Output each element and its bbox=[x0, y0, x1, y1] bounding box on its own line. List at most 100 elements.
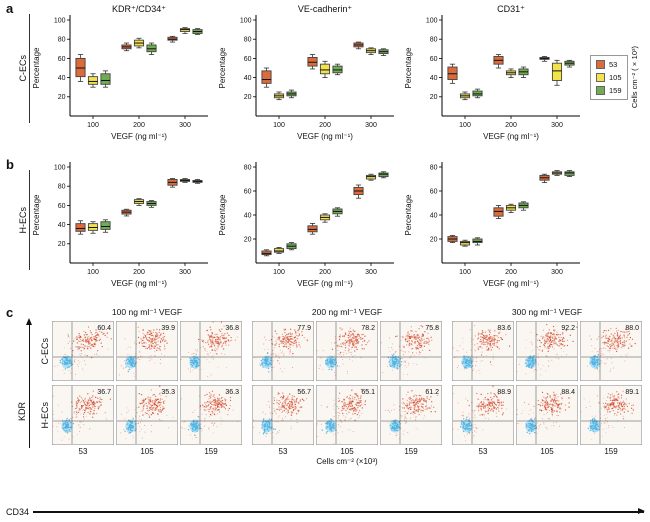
flow-scatter-plot: 35.3 bbox=[116, 385, 179, 446]
svg-text:100: 100 bbox=[87, 269, 99, 276]
svg-text:200: 200 bbox=[319, 269, 331, 276]
flow-scatter-svg: 65.1 bbox=[316, 385, 379, 446]
svg-text:200: 200 bbox=[505, 269, 517, 276]
svg-text:40: 40 bbox=[244, 75, 252, 82]
flow-tick: 53 bbox=[78, 447, 88, 456]
legend-item-159: 159 bbox=[596, 85, 622, 95]
flow-scatter-svg: 88.0 bbox=[580, 321, 643, 382]
flow-scatter-plot: 65.1 bbox=[316, 385, 379, 446]
flow-scatter-plot: 36.3 bbox=[180, 385, 243, 446]
svg-text:35.3: 35.3 bbox=[161, 389, 175, 396]
flow-row-label-hecs: H-ECs bbox=[40, 401, 50, 429]
legend-title: Cells cm⁻² (×10³) bbox=[629, 46, 639, 109]
flow-scatter-svg: 36.8 bbox=[180, 321, 243, 382]
box-chart-svg: KDR⁺/CD34⁺ 20 40 60 80 100 Percentage 100 200 300… bbox=[32, 4, 208, 141]
svg-text:200: 200 bbox=[133, 269, 145, 276]
svg-text:300: 300 bbox=[179, 122, 191, 129]
flow-scatter-svg: 36.7 bbox=[52, 385, 115, 446]
legend-swatch-105 bbox=[596, 72, 605, 82]
svg-text:300: 300 bbox=[179, 269, 191, 276]
flow-tick: 105 bbox=[340, 447, 354, 456]
flow-scatter-plot: 83.6 bbox=[452, 321, 515, 382]
svg-text:88.9: 88.9 bbox=[497, 389, 511, 396]
flow-scatter-svg: 36.3 bbox=[180, 385, 243, 446]
flow-scatter-svg: 77.9 bbox=[252, 321, 315, 382]
flow-ticks: 53 105 159 53 105 159 53 105 159 bbox=[52, 447, 642, 456]
svg-text:300: 300 bbox=[365, 269, 377, 276]
svg-text:300: 300 bbox=[365, 122, 377, 129]
svg-text:60: 60 bbox=[430, 56, 438, 63]
svg-text:VEGF (ng ml⁻¹): VEGF (ng ml⁻¹) bbox=[297, 279, 353, 288]
flow-scatter-svg: 60.4 bbox=[52, 321, 115, 382]
svg-text:200: 200 bbox=[505, 122, 517, 129]
legend-label-159: 159 bbox=[609, 85, 622, 95]
flow-scatter-plot: 88.0 bbox=[580, 321, 643, 382]
box-chart-svg: VE-cadherin⁺ 20 40 60 80 100 Percentage 100 200 3… bbox=[218, 4, 394, 141]
panel-b: b H-ECs 20 40 60 80 100 Percentage 100 200 300 VE… bbox=[0, 158, 588, 300]
flow-plots-hecs: 36.7 35.3 36.3 56.7 65.1 61.2 88.9 88.4 89.1 bbox=[52, 385, 643, 446]
boxplot-kdr-cd34-hecs: 20 40 60 80 100 Percentage 100 200 300 VEGF (ng m… bbox=[30, 158, 216, 300]
svg-text:100: 100 bbox=[87, 122, 99, 129]
svg-text:100: 100 bbox=[459, 122, 471, 129]
svg-text:VEGF (ng ml⁻¹): VEGF (ng ml⁻¹) bbox=[111, 279, 167, 288]
svg-text:78.2: 78.2 bbox=[361, 325, 375, 332]
box-chart-svg: 20 40 60 80 Percentage 100 200 300 VEGF (ng ml⁻¹… bbox=[404, 162, 580, 288]
flow-row-label-wrap-hecs: H-ECs bbox=[38, 385, 52, 445]
svg-text:100: 100 bbox=[273, 122, 285, 129]
flow-tick: 159 bbox=[404, 447, 418, 456]
svg-text:40: 40 bbox=[58, 75, 66, 82]
flow-scatter-svg: 88.9 bbox=[452, 385, 515, 446]
svg-text:Percentage: Percentage bbox=[404, 194, 413, 235]
cd34-axis-label: CD34 bbox=[6, 507, 30, 517]
svg-text:20: 20 bbox=[58, 241, 66, 248]
svg-text:80: 80 bbox=[430, 164, 438, 171]
flow-scatter-svg: 83.6 bbox=[452, 321, 515, 382]
svg-text:Percentage: Percentage bbox=[32, 47, 41, 88]
panel-b-row-label-bracket: H-ECs bbox=[16, 170, 30, 270]
svg-text:80: 80 bbox=[244, 37, 252, 44]
svg-text:60.4: 60.4 bbox=[97, 325, 111, 332]
svg-text:100: 100 bbox=[273, 269, 285, 276]
svg-text:20: 20 bbox=[430, 94, 438, 101]
svg-text:80: 80 bbox=[430, 37, 438, 44]
flow-scatter-svg: 75.8 bbox=[380, 321, 443, 382]
svg-text:Percentage: Percentage bbox=[404, 47, 413, 88]
svg-text:20: 20 bbox=[430, 236, 438, 243]
box-chart-svg: 20 40 60 80 100 Percentage 100 200 300 VEGF (ng m… bbox=[32, 162, 208, 288]
svg-text:60: 60 bbox=[244, 188, 252, 195]
svg-text:65.1: 65.1 bbox=[361, 389, 375, 396]
flow-row-cecs: C-ECs 60.4 39.9 36.8 77.9 78.2 75.8 83.6 92.2 88… bbox=[38, 321, 643, 382]
legend-item-53: 53 bbox=[596, 59, 622, 69]
boxplot-cd31-hecs: 20 40 60 80 Percentage 100 200 300 VEGF (ng ml⁻¹… bbox=[402, 158, 588, 300]
svg-text:61.2: 61.2 bbox=[425, 389, 439, 396]
flow-scatter-plot: 88.9 bbox=[452, 385, 515, 446]
flow-scatter-svg: 56.7 bbox=[252, 385, 315, 446]
svg-text:VEGF (ng ml⁻¹): VEGF (ng ml⁻¹) bbox=[483, 132, 539, 141]
legend-label-105: 105 bbox=[609, 72, 622, 82]
panel-c-label: c bbox=[6, 305, 14, 320]
flow-tick: 53 bbox=[478, 447, 488, 456]
svg-text:100: 100 bbox=[459, 269, 471, 276]
flow-scatter-plot: 36.8 bbox=[180, 321, 243, 382]
legend-item-105: 105 bbox=[596, 72, 622, 82]
svg-text:77.9: 77.9 bbox=[297, 325, 311, 332]
svg-text:40: 40 bbox=[430, 75, 438, 82]
boxplot-kdr-cd34-cecs: KDR⁺/CD34⁺ 20 40 60 80 100 Percentage 100 200 300… bbox=[30, 2, 216, 153]
cd34-axis: CD34 bbox=[6, 507, 645, 517]
panel-a: a C-ECs KDR⁺/CD34⁺ 20 40 60 80 100 Percentage 1… bbox=[0, 2, 639, 153]
svg-text:20: 20 bbox=[244, 236, 252, 243]
svg-text:40: 40 bbox=[244, 212, 252, 219]
flow-header-200: 200 ng ml⁻¹ VEGF bbox=[311, 307, 383, 317]
svg-text:Percentage: Percentage bbox=[218, 194, 227, 235]
flow-scatter-plot: 61.2 bbox=[380, 385, 443, 446]
svg-text:KDR⁺/CD34⁺: KDR⁺/CD34⁺ bbox=[112, 4, 166, 14]
panel-c: c KDR 100 ng ml⁻¹ VEGF 200 ng ml⁻¹ VEGF … bbox=[0, 305, 645, 520]
svg-text:300: 300 bbox=[551, 122, 563, 129]
flow-headers: 100 ng ml⁻¹ VEGF 200 ng ml⁻¹ VEGF 300 ng… bbox=[52, 306, 642, 319]
legend: 53 105 159 Cells cm⁻² (×10³) bbox=[590, 46, 639, 109]
svg-text:92.2: 92.2 bbox=[561, 325, 575, 332]
svg-text:100: 100 bbox=[426, 17, 438, 24]
flow-scatter-plot: 60.4 bbox=[52, 321, 115, 382]
panel-b-label: b bbox=[6, 157, 14, 172]
